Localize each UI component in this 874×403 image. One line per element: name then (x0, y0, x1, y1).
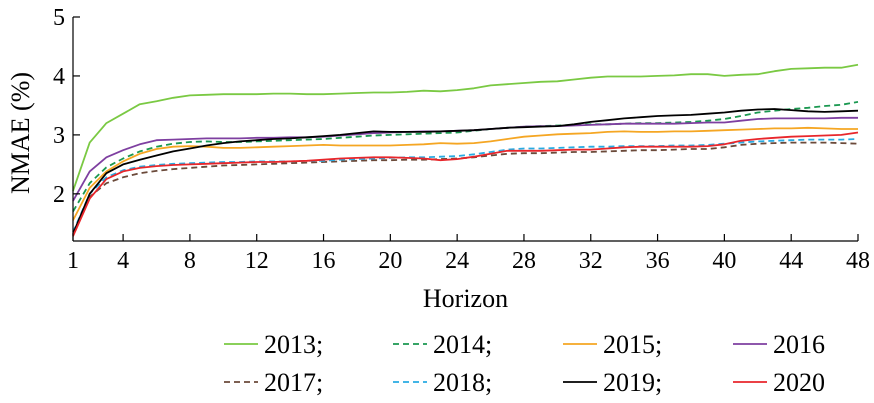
x-tick-label: 12 (245, 248, 269, 274)
x-tick-label: 36 (646, 248, 670, 274)
series-line-2018 (72, 138, 859, 233)
y-tick-label: 3 (53, 123, 65, 149)
legend: 2013; 2014; 2015; 2016 2017; 2018; 2019; 2020 (224, 330, 825, 397)
legend-label-2020: 2020 (773, 368, 825, 397)
legend-label-2013: 2013; (264, 330, 323, 359)
x-tick-label: 32 (579, 248, 603, 274)
x-tick-label: 44 (779, 248, 803, 274)
y-axis-title: NMAE (%) (6, 72, 35, 194)
y-tick-label: 5 (53, 5, 65, 31)
legend-label-2016: 2016 (773, 330, 825, 359)
legend-label-2015: 2015; (603, 330, 662, 359)
legend-label-2014: 2014; (433, 330, 492, 359)
x-tick-label: 4 (117, 248, 129, 274)
series-line-2013 (72, 63, 859, 192)
x-tick-label: 20 (378, 248, 402, 274)
series-line-2020 (72, 131, 859, 237)
series-line-2017 (72, 141, 859, 236)
legend-label-2018: 2018; (433, 368, 492, 397)
series-line-2014 (72, 101, 859, 212)
legend-label-2017: 2017; (264, 368, 323, 397)
x-tick-label: 1 (67, 248, 79, 274)
x-tick-label: 48 (846, 248, 870, 274)
series-line-2019 (72, 108, 859, 235)
y-tick-label: 2 (53, 182, 65, 208)
x-tick-label: 28 (512, 248, 536, 274)
x-axis-title: Horizon (423, 284, 508, 313)
x-tick-label: 8 (184, 248, 196, 274)
x-tick-label: 40 (712, 248, 736, 274)
x-tick-label: 16 (312, 248, 336, 274)
x-tick-label: 24 (445, 248, 469, 274)
legend-label-2019: 2019; (603, 368, 662, 397)
y-tick-label: 4 (53, 64, 65, 90)
series-layer (72, 63, 859, 237)
